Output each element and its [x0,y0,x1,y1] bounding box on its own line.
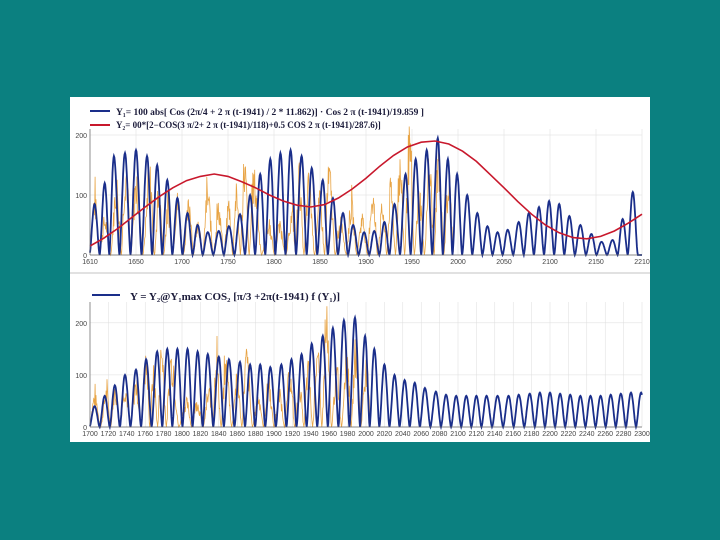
model-line [89,134,642,259]
x-tick-label: 2050 [496,259,512,266]
y-tick-label: 0 [83,253,87,260]
model-line [89,314,643,431]
y-tick-label: 200 [75,321,87,328]
x-tick-label: 2100 [542,259,558,266]
x-tick-label: 1940 [303,431,319,438]
x-tick-label: 2020 [377,431,393,438]
x-tick-label: 2260 [597,431,613,438]
x-tick-label: 1850 [312,259,328,266]
x-tick-label: 1920 [285,431,301,438]
x-tick-label: 2120 [469,431,485,438]
x-tick-label: 1900 [266,431,282,438]
top-model-series [89,134,642,259]
x-tick-label: 1840 [211,431,227,438]
x-tick-label: 2040 [395,431,411,438]
top-chart: 1610 1650 1700 1750 1800 1850 1900 1950 2000 2050… [75,107,650,266]
y-tick-label: 0 [83,425,87,432]
legend-y2: Y₂= 00*[2−COS(3 π/2+ 2 π (t-1941)/118)+0… [116,120,381,130]
x-tick-label: 2150 [588,259,604,266]
x-tick-label: 1780 [156,431,172,438]
x-tick-label: 2240 [579,431,595,438]
bottom-observed-series [89,306,371,429]
x-tick-label: 2210 [634,259,650,266]
x-tick-label: 1880 [248,431,264,438]
x-tick-label: 2160 [505,431,521,438]
x-tick-label: 1860 [229,431,245,438]
x-tick-label: 2000 [358,431,374,438]
x-tick-label: 2080 [432,431,448,438]
y-tick-label: 100 [75,193,87,200]
x-tick-label: 1820 [193,431,209,438]
bottom-model-series [89,314,643,431]
x-tick-label: 2300 [634,431,650,438]
chart-panel: 1610 1650 1700 1750 1800 1850 1900 1950 2000 2050… [70,97,650,442]
x-tick-label: 2200 [542,431,558,438]
legend-y1: Y₁= 100 abs[ Cos (2π/4 + 2 π (t-1941) / … [116,107,424,118]
x-tick-label: 1760 [137,431,153,438]
x-tick-label: 2220 [561,431,577,438]
x-tick-label: 2100 [450,431,466,438]
x-tick-label: 2140 [487,431,503,438]
x-tick-label: 2280 [616,431,632,438]
bottom-legend: Y = Y₂@Y₁max COS₂ [π/3 +2π(t-1941) f (Y₁… [92,291,340,303]
x-tick-label: 1980 [340,431,356,438]
x-tick-label: 1720 [101,431,117,438]
y-tick-label: 200 [75,133,87,140]
x-tick-label: 1800 [266,259,282,266]
x-tick-label: 1740 [119,431,135,438]
x-tick-label: 1700 [82,431,98,438]
top-axes: 1610 1650 1700 1750 1800 1850 1900 1950 2000 2050… [75,129,650,266]
x-tick-label: 1960 [321,431,337,438]
x-tick-label: 2000 [450,259,466,266]
x-tick-label: 1700 [174,259,190,266]
bottom-chart: 1700 1720 1740 1760 1780 1800 1820 1840 1860 1880… [75,291,650,438]
x-tick-label: 1950 [404,259,420,266]
x-tick-label: 1650 [128,259,144,266]
charts-svg: 1610 1650 1700 1750 1800 1850 1900 1950 2000 2050… [70,107,650,438]
observed-line [89,306,371,429]
x-tick-label: 1900 [358,259,374,266]
bottom-axes: 1700 1720 1740 1760 1780 1800 1820 1840 1860 1880… [75,302,650,438]
x-tick-label: 1750 [220,259,236,266]
envelope-line [89,140,643,247]
legend-y: Y = Y₂@Y₁max COS₂ [π/3 +2π(t-1941) f (Y₁… [130,291,340,303]
y-tick-label: 100 [75,373,87,380]
x-tick-label: 2060 [413,431,429,438]
x-tick-label: 2180 [524,431,540,438]
top-legend: Y₁= 100 abs[ Cos (2π/4 + 2 π (t-1941) / … [90,107,424,130]
x-tick-label: 1610 [82,259,98,266]
x-tick-label: 1800 [174,431,190,438]
top-envelope-series [89,140,643,247]
